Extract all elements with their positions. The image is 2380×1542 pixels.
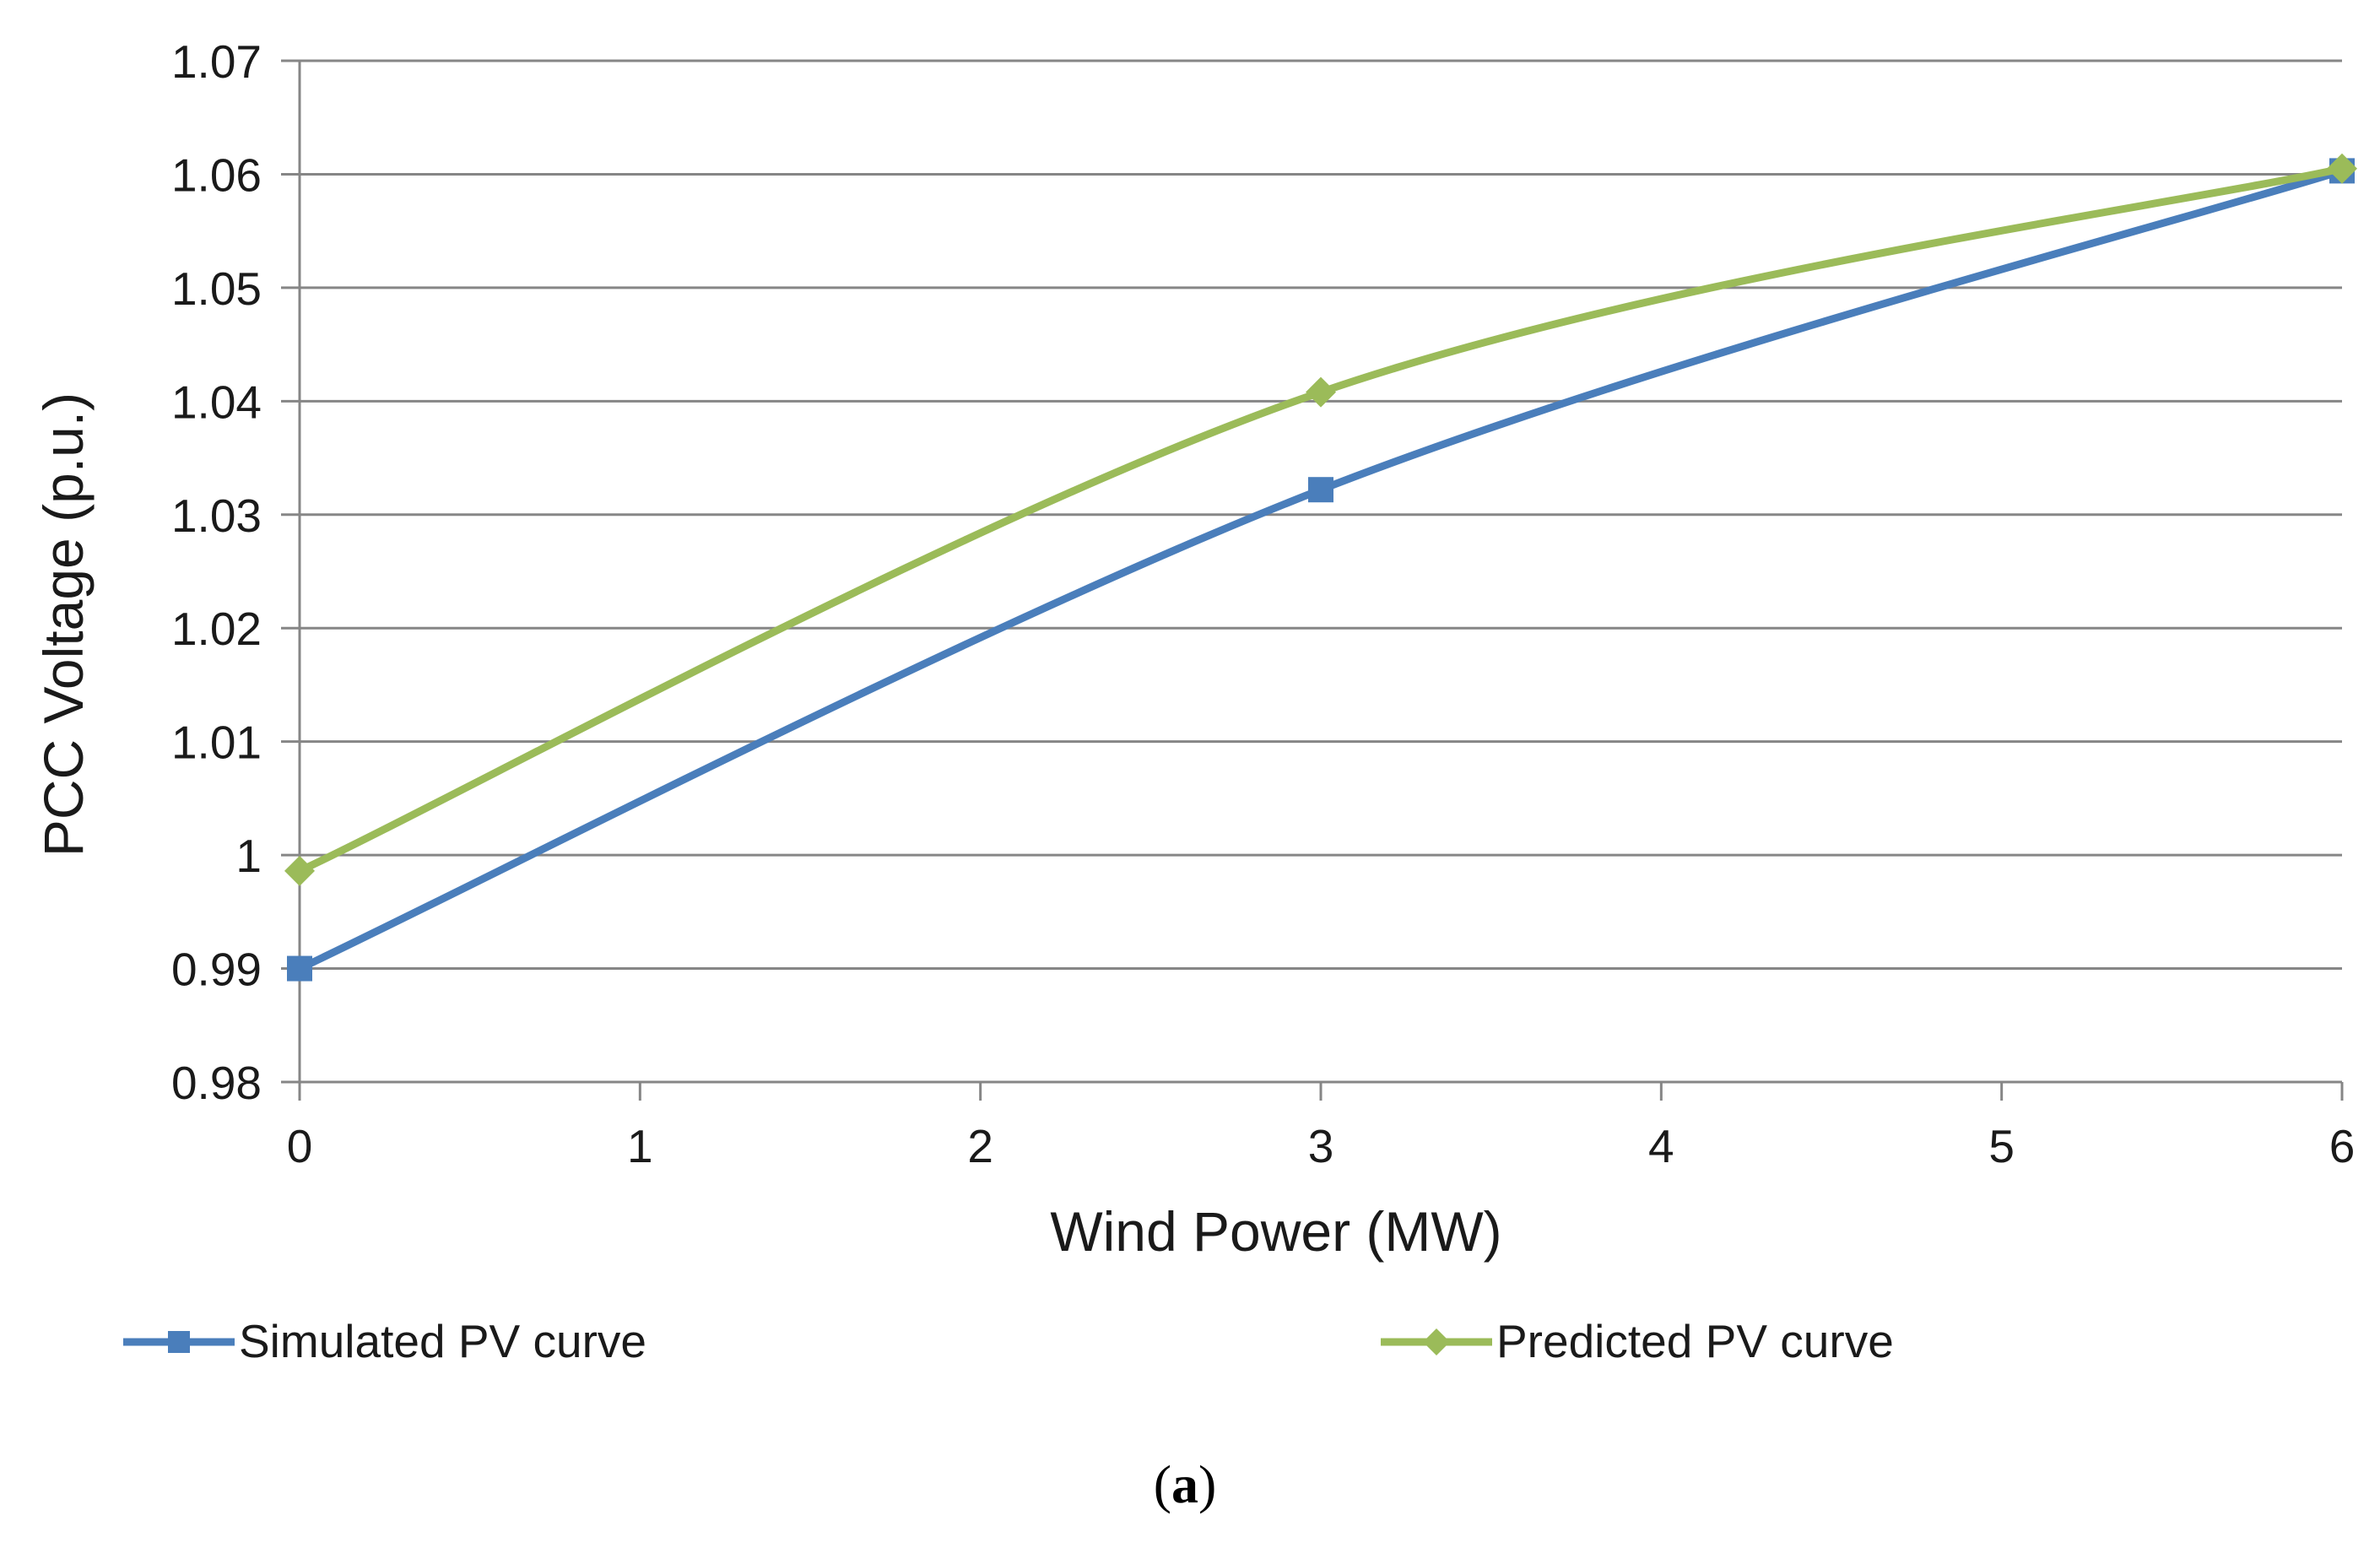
figure-caption: (a): [1154, 1454, 1217, 1514]
y-axis-title: PCC Voltage (p.u.): [32, 392, 95, 857]
x-axis-title: Wind Power (MW): [1050, 1200, 1501, 1263]
axes: [298, 61, 2344, 1101]
y-tick-label: 1: [235, 830, 262, 882]
series-predicted: [284, 153, 2357, 886]
data-point-square: [287, 955, 312, 982]
data-point-diamond: [1306, 376, 1336, 408]
data-point-diamond: [2327, 153, 2357, 184]
y-tick-label: 1.04: [171, 376, 262, 428]
data-point-square: [1308, 477, 1333, 503]
x-tick-label: 1: [627, 1120, 653, 1172]
y-tick-label: 1.06: [171, 149, 262, 201]
series-simulated: [287, 158, 2355, 982]
x-tick-label: 6: [2329, 1120, 2356, 1172]
y-tick-label: 1.03: [171, 490, 262, 542]
grid-lines: [281, 59, 2342, 1084]
y-tick-label: 0.99: [171, 944, 262, 996]
tick-labels: 0.98 0.99 1 1.01 1.02 1.03 1.04 1.05 1.06 1.07 0 1 2…: [171, 35, 2355, 1172]
y-tick-label: 1.07: [171, 35, 262, 88]
x-tick-label: 2: [967, 1120, 993, 1172]
data-point-diamond: [284, 855, 315, 886]
series: [284, 153, 2357, 982]
legend-marker-square: [168, 1331, 190, 1353]
legend: Simulated PV curve Predicted PV curve: [123, 1315, 1894, 1367]
legend-label-predicted: Predicted PV curve: [1496, 1315, 1894, 1367]
y-tick-label: 1.01: [171, 717, 262, 769]
y-tick-label: 1.02: [171, 603, 262, 655]
y-tick-label: 1.05: [171, 262, 262, 315]
y-tick-label: 0.98: [171, 1057, 262, 1109]
series-line: [295, 165, 2346, 875]
x-tick-label: 3: [1308, 1120, 1334, 1172]
x-tick-label: 5: [1988, 1120, 2015, 1172]
legend-marker-diamond: [1423, 1328, 1450, 1355]
legend-label-simulated: Simulated PV curve: [239, 1315, 646, 1367]
legend-item-predicted: Predicted PV curve: [1381, 1315, 1894, 1367]
legend-item-simulated: Simulated PV curve: [123, 1315, 646, 1367]
series-line: [295, 166, 2346, 973]
x-tick-label: 0: [287, 1120, 313, 1172]
x-tick-label: 4: [1648, 1120, 1674, 1172]
